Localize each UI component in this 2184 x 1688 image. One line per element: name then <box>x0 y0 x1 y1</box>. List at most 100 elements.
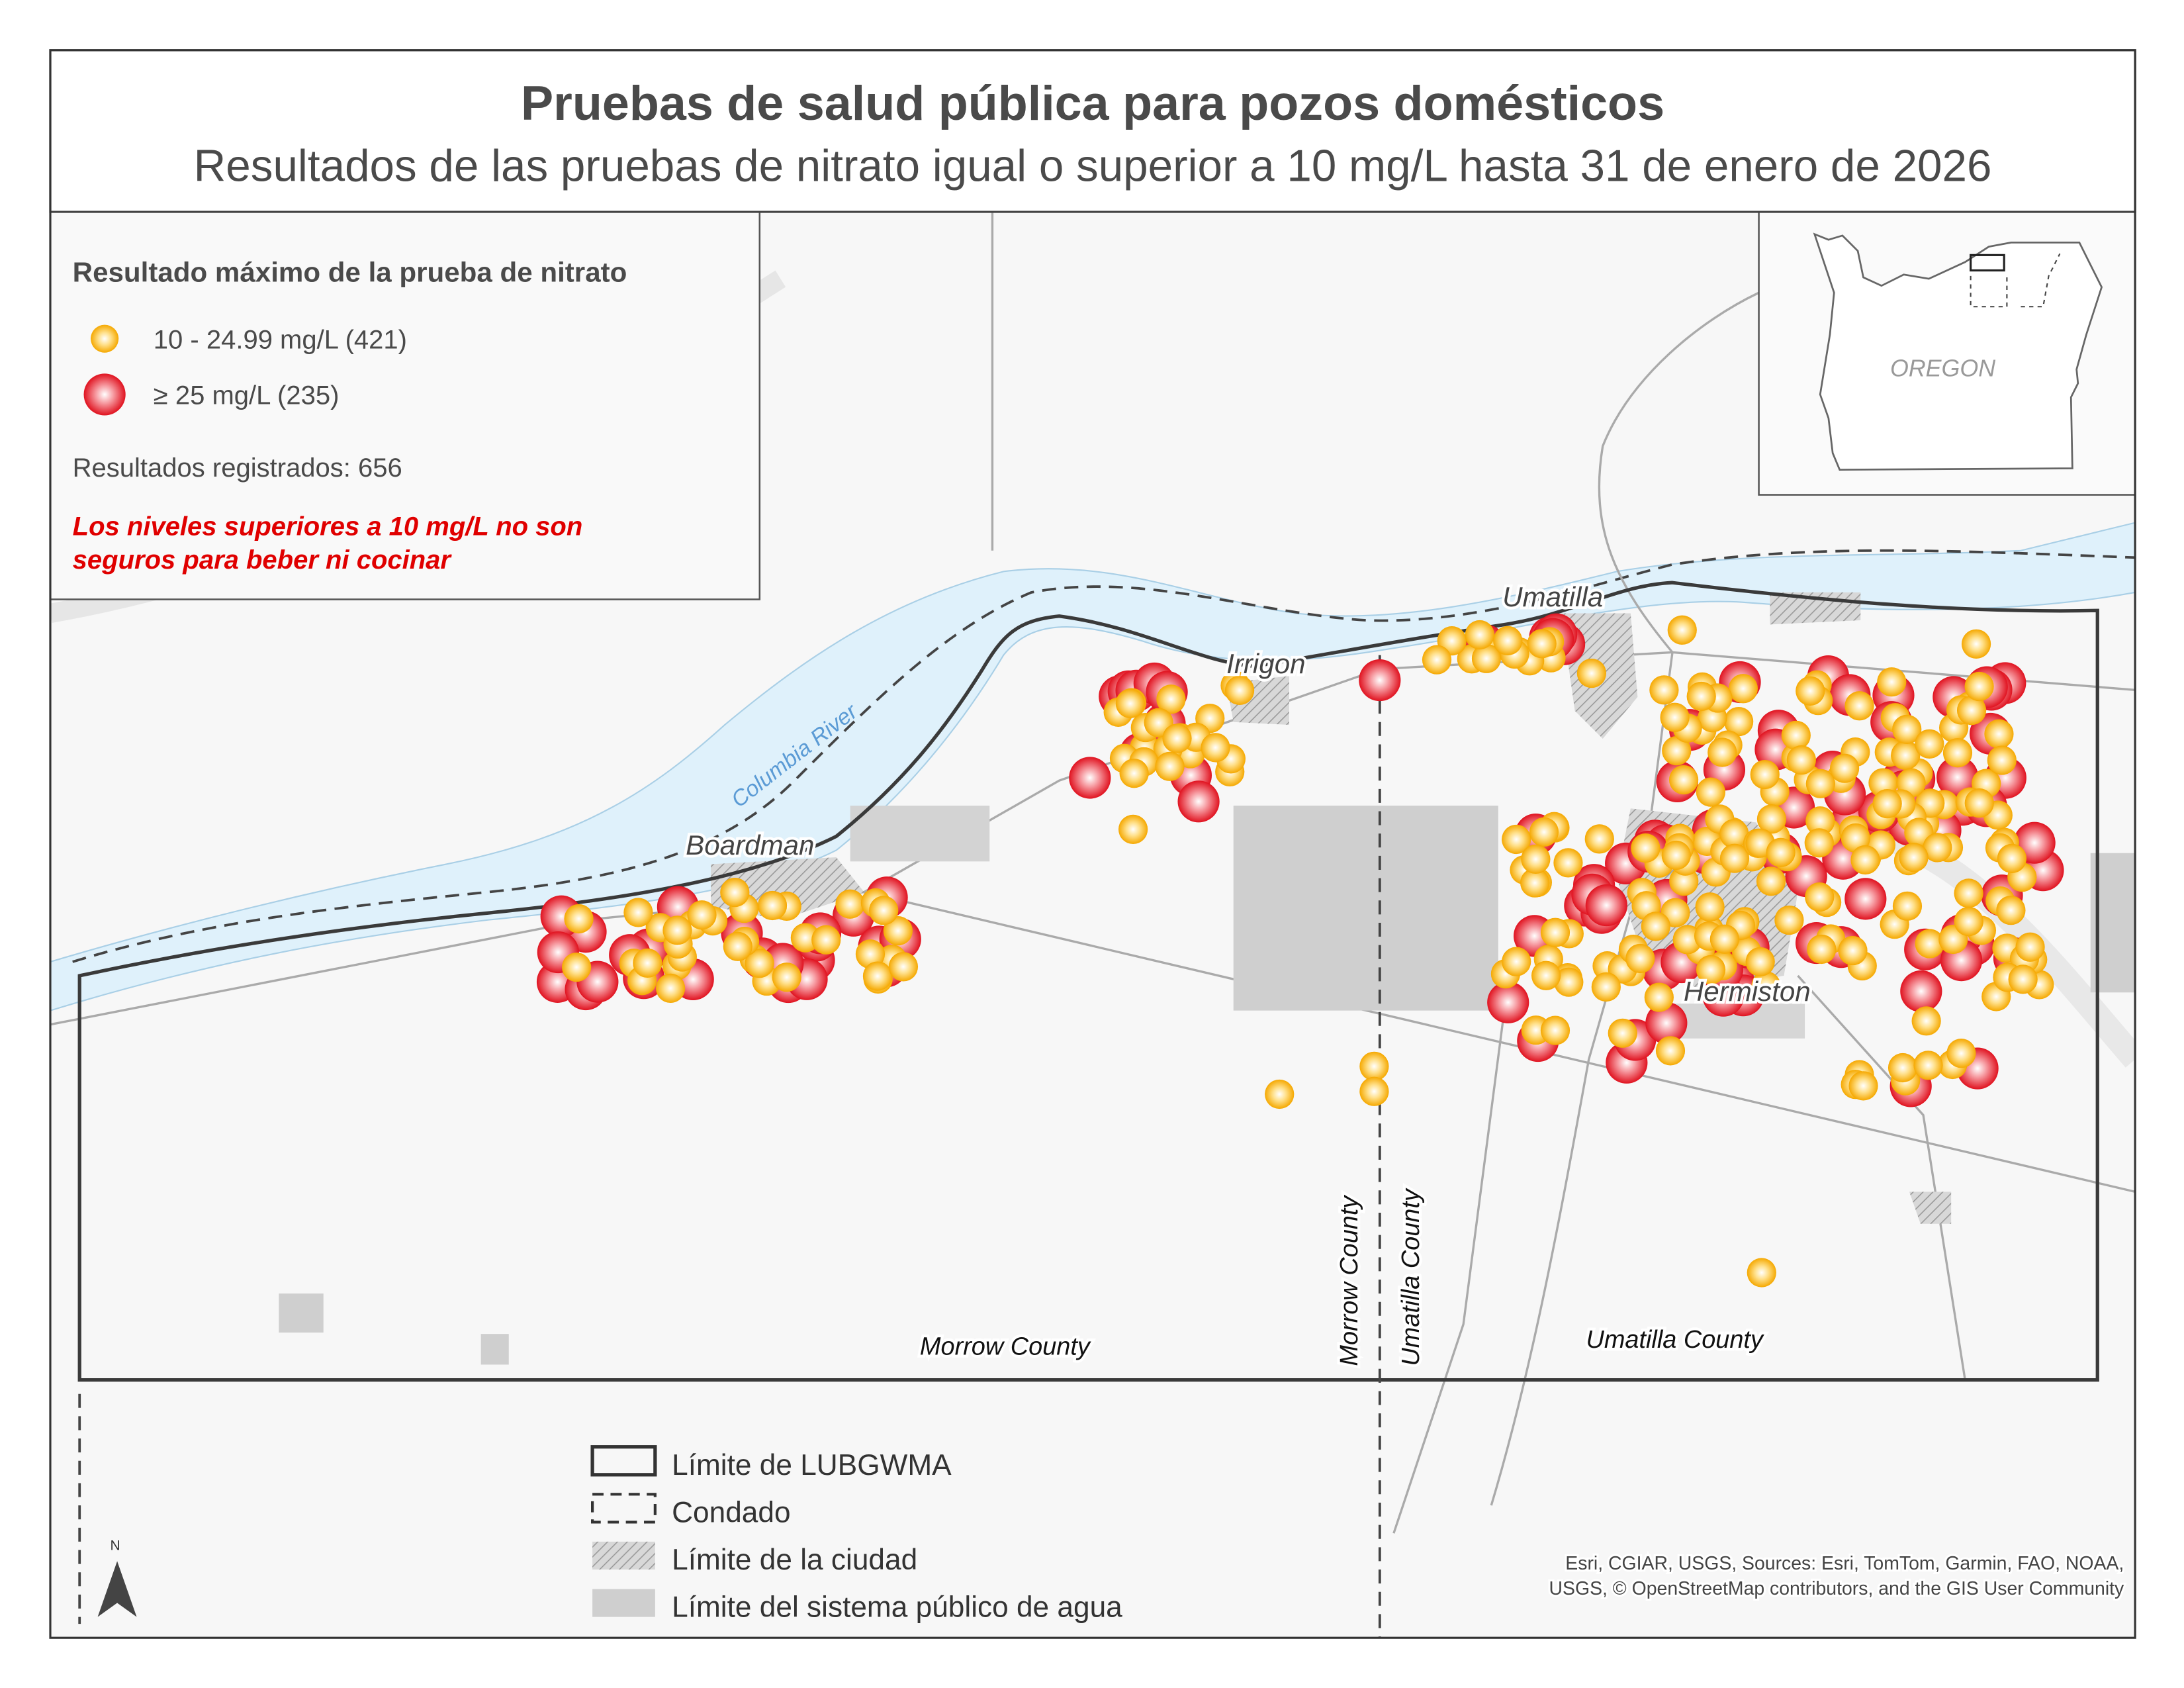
well-result-moderate <box>1662 736 1692 766</box>
well-result-moderate <box>888 952 919 982</box>
well-result-moderate <box>1892 714 1922 744</box>
label-irrigon: Irrigon <box>1226 648 1305 679</box>
well-result-moderate <box>2015 932 2045 962</box>
well-result-moderate <box>1756 804 1787 834</box>
well-result-high <box>1359 659 1401 702</box>
well-result-moderate <box>1899 843 1929 872</box>
well-result-moderate <box>1923 833 1952 863</box>
well-result-moderate <box>1807 934 1837 964</box>
well-result-moderate <box>1201 733 1230 763</box>
well-result-moderate <box>1872 788 1902 819</box>
well-result-high <box>1900 970 1942 1013</box>
well-result-moderate <box>1786 745 1816 775</box>
well-result-moderate <box>1805 769 1835 798</box>
dashed-box-icon <box>591 1493 657 1524</box>
public-water-area <box>1233 806 1498 1011</box>
well-result-moderate <box>1591 972 1621 1002</box>
well-result-moderate <box>1224 675 1255 705</box>
well-result-moderate <box>1841 823 1870 853</box>
title-block: Pruebas de salud pública para pozos domé… <box>49 49 2136 213</box>
boundary-legend-label: Límite del sistema público de agua <box>672 1591 1122 1624</box>
well-result-high <box>1844 878 1887 920</box>
label-hermiston: Hermiston <box>1684 976 1811 1007</box>
legend-heading: Resultado máximo de la prueba de nitrato <box>73 256 627 287</box>
well-result-moderate <box>1162 724 1192 753</box>
well-result-moderate <box>687 900 717 930</box>
well-result-moderate <box>1527 629 1557 659</box>
well-result-moderate <box>1954 878 1983 908</box>
boundary-legend-label: Límite de la ciudad <box>672 1544 917 1576</box>
well-result-moderate <box>1745 947 1775 977</box>
well-result-moderate <box>1502 824 1531 855</box>
well-result-moderate <box>1709 924 1739 954</box>
well-result-moderate <box>1660 702 1690 732</box>
well-result-moderate <box>1728 674 1758 704</box>
well-result-moderate <box>1359 1051 1389 1081</box>
well-result-moderate <box>1667 615 1697 645</box>
well-result-moderate <box>1984 719 2014 749</box>
well-result-high <box>1585 884 1627 927</box>
boundary-legend: Límite de LUBGWMA Condado Límite de la c… <box>590 1445 1122 1624</box>
well-result-moderate <box>1915 929 1944 959</box>
label-morrow-county-vertical: Morrow County <box>1336 1195 1363 1366</box>
well-result-moderate <box>1471 643 1502 673</box>
label-morrow-county: Morrow County <box>920 1333 1091 1361</box>
well-result-moderate <box>1465 620 1494 650</box>
well-result-moderate <box>1804 828 1834 858</box>
well-result-moderate <box>1608 1018 1637 1048</box>
well-result-moderate <box>1781 720 1811 751</box>
well-result-moderate <box>1118 814 1148 844</box>
well-result-moderate <box>1641 912 1670 941</box>
well-result-moderate <box>1540 1015 1570 1045</box>
well-result-high <box>1645 1002 1688 1045</box>
boundary-legend-label: Condado <box>672 1496 790 1528</box>
well-result-moderate <box>1119 759 1149 788</box>
well-result-moderate <box>1520 868 1550 898</box>
label-umatilla: Umatilla <box>1502 581 1603 612</box>
well-result-moderate <box>1695 892 1725 922</box>
well-result-moderate <box>1531 961 1561 990</box>
well-result-moderate <box>869 896 899 925</box>
well-result-moderate <box>1796 676 1825 706</box>
well-result-moderate <box>772 962 801 992</box>
well-result-high <box>1487 981 1529 1023</box>
well-result-moderate <box>1888 1053 1918 1083</box>
nitrate-legend: Resultado máximo de la prueba de nitrato… <box>49 211 761 600</box>
well-result-moderate <box>1155 751 1185 781</box>
well-result-moderate <box>1553 848 1583 878</box>
well-result-moderate <box>1891 740 1921 771</box>
well-result-moderate <box>1766 837 1796 867</box>
legend-class-label: 10 - 24.99 mg/L (421) <box>154 325 407 354</box>
well-result-moderate <box>1724 706 1754 737</box>
svg-text:N: N <box>111 1538 120 1554</box>
well-result-moderate <box>1115 688 1146 718</box>
well-result-moderate <box>1756 867 1786 896</box>
well-result-moderate <box>757 890 788 921</box>
well-result-moderate <box>1942 738 1973 768</box>
well-result-moderate <box>2008 964 2038 994</box>
red-circle-icon <box>83 373 126 416</box>
gray-box-icon <box>592 1589 655 1617</box>
well-result-moderate <box>1829 753 1860 783</box>
well-result-moderate <box>1996 896 2026 925</box>
inset-label: OREGON <box>1890 355 1995 382</box>
well-result-moderate <box>623 898 653 927</box>
well-result-moderate <box>1954 906 1983 937</box>
well-result-moderate <box>1686 681 1716 712</box>
well-result-moderate <box>811 925 841 955</box>
well-result-moderate <box>1493 626 1523 655</box>
legend-warning: seguros para beber ni cocinar <box>73 545 453 575</box>
well-result-moderate <box>1877 667 1907 697</box>
well-result-moderate <box>1892 891 1923 921</box>
legend-warning: Los niveles superiores a 10 mg/L no son <box>73 512 583 541</box>
well-result-moderate <box>1997 843 2027 873</box>
oregon-outline <box>1813 232 2103 471</box>
well-result-moderate <box>1554 967 1584 997</box>
well-result-moderate <box>1946 1039 1976 1068</box>
orange-circle-icon <box>91 324 119 353</box>
well-result-moderate <box>1964 671 1994 702</box>
well-result-moderate <box>835 889 865 919</box>
label-umatilla-county-vertical: Umatilla County <box>1397 1188 1425 1366</box>
well-result-moderate <box>1719 819 1749 849</box>
